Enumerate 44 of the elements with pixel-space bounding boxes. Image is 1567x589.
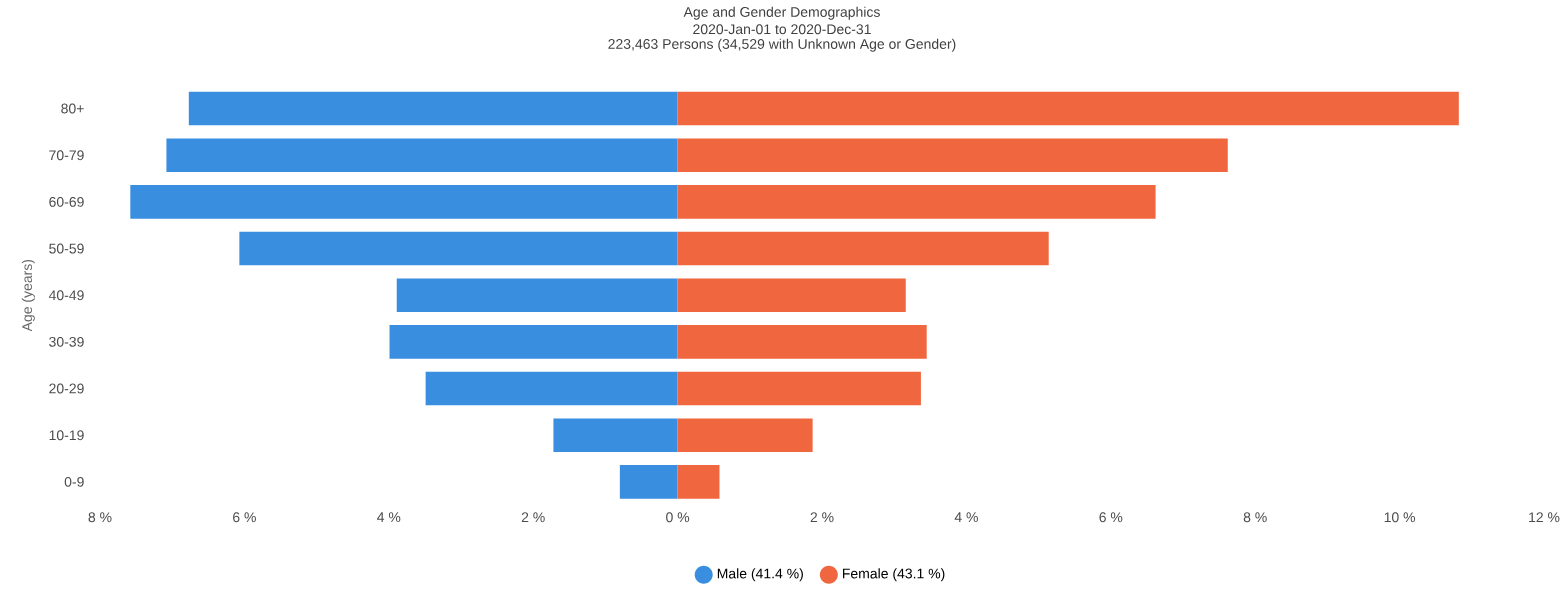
legend-label: Female (43.1 %) [843, 568, 945, 582]
x-tick-label: 10 % [1384, 512, 1416, 522]
bar [677, 464, 720, 499]
y-axis-title: Age (years) [21, 259, 35, 332]
x-tick-label: 2 % [521, 512, 545, 522]
x-tick-label: 12 % [1529, 512, 1560, 522]
y-tick-label: 0-9 [64, 476, 84, 487]
bar [389, 324, 678, 359]
y-tick-label: 70-79 [49, 150, 84, 160]
x-tick-label: 4 % [377, 512, 401, 522]
bar [166, 138, 678, 172]
chart-subtitle: 2020-Jan-01 to 2020-Dec-31 [693, 24, 871, 34]
bar [396, 278, 678, 312]
bar [425, 371, 678, 406]
y-tick-label: 20-29 [49, 383, 84, 394]
x-tick-label: 6 % [233, 512, 256, 522]
bar [677, 371, 921, 406]
bar [677, 324, 927, 359]
x-tick-label: 6 % [1099, 512, 1123, 522]
x-tick-label: 0 % [666, 512, 690, 522]
bar [553, 418, 678, 452]
y-tick-label: 60-69 [49, 196, 84, 207]
legend-label: Male (41.4 %) [717, 568, 803, 582]
y-tick-label: 50-59 [49, 243, 84, 254]
x-tick-label: 2 % [810, 512, 834, 522]
bar [677, 278, 906, 312]
y-tick-label: 80+ [61, 103, 84, 114]
bar [619, 464, 678, 499]
y-tick-label: 30-39 [49, 336, 84, 347]
bar [188, 91, 678, 126]
x-tick-label: 8 % [88, 512, 112, 522]
y-tick-label: 10-19 [49, 430, 84, 440]
bar [677, 418, 813, 452]
text: 223,463 Persons (34,529 with Unknown Age or Gender) [608, 38, 956, 52]
x-tick-label: 4 % [954, 512, 978, 522]
chart-title: Age and Gender Demographics [683, 6, 880, 20]
y-tick-label: 40-49 [48, 290, 84, 300]
x-tick-label: 8 % [1243, 512, 1267, 522]
bar [239, 231, 678, 266]
bar [677, 231, 1049, 266]
bar [130, 184, 678, 219]
bar [677, 138, 1228, 172]
bar [677, 184, 1156, 219]
bar [677, 91, 1459, 126]
